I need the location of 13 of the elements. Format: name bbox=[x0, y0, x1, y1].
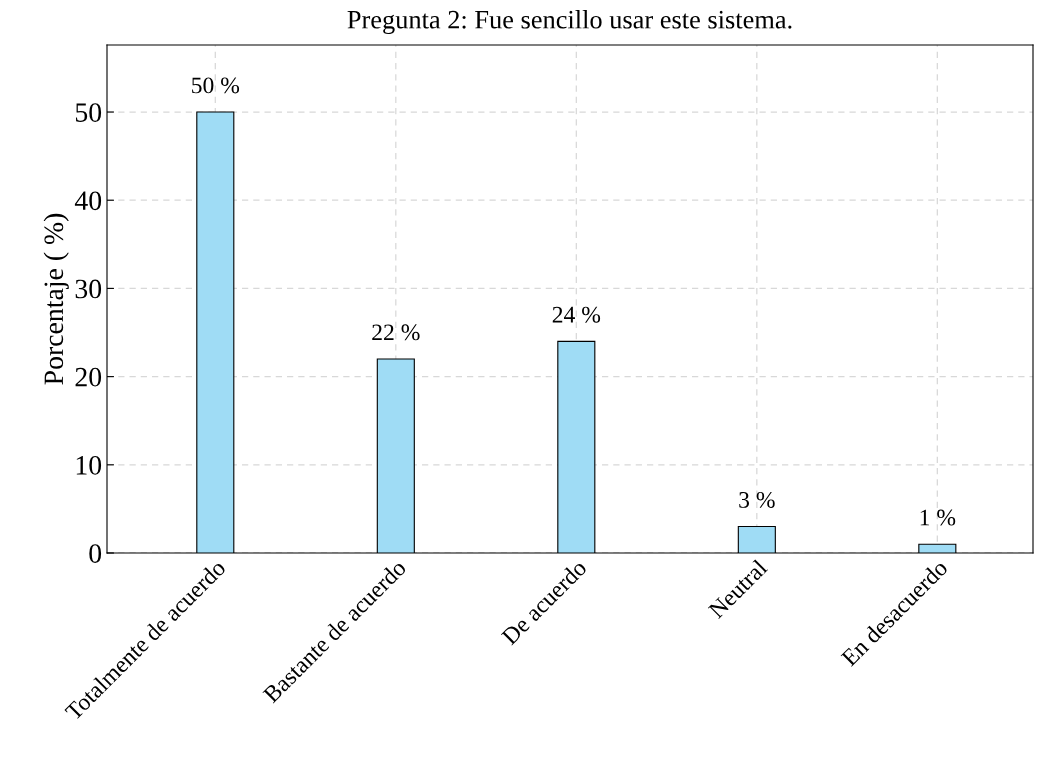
y-tick-label: 20 bbox=[75, 367, 102, 387]
y-tick-label: 30 bbox=[75, 279, 102, 299]
data-label: 50 % bbox=[192, 77, 240, 94]
y-tick-label: 40 bbox=[74, 191, 102, 211]
y-tick-label: 0 bbox=[89, 544, 102, 563]
y-tick-label: 50 bbox=[75, 103, 102, 122]
y-tick-label: 10 bbox=[76, 455, 102, 475]
data-label: 3 % bbox=[739, 491, 775, 508]
chart-title: Pregunta 2: Fue sencillo usar este sistema. bbox=[347, 10, 792, 35]
data-label: 24 % bbox=[552, 306, 601, 323]
data-label: 22 % bbox=[372, 324, 420, 341]
data-label: 1 % bbox=[920, 509, 956, 526]
y-axis-title: Porcentaje ( %) bbox=[43, 213, 69, 385]
